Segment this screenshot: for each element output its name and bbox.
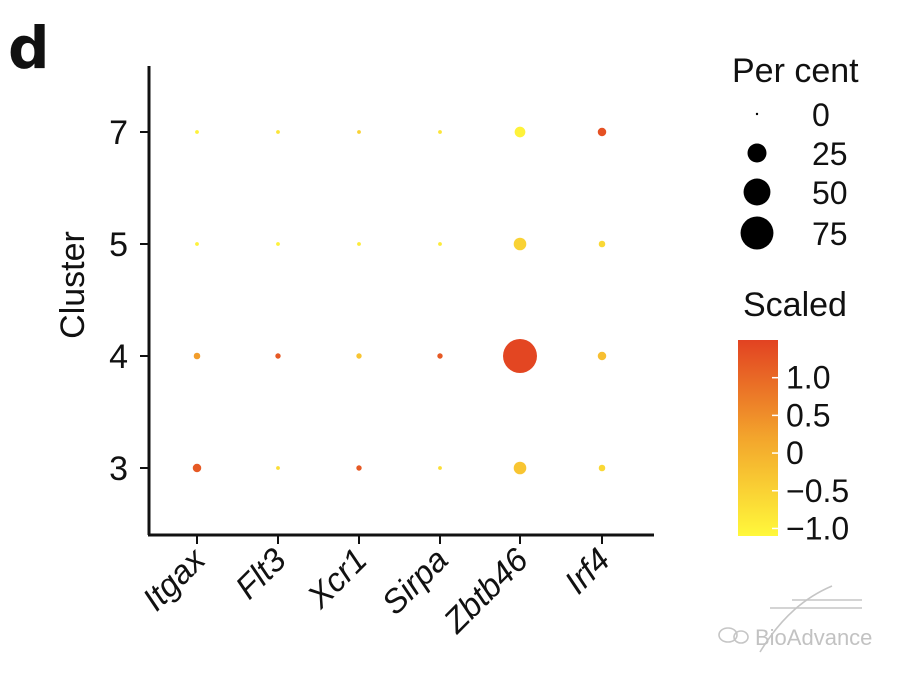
color-legend-label: 1.0 — [786, 360, 830, 396]
y-tick-label: 3 — [109, 450, 128, 488]
size-legend-title: Per cent — [732, 52, 859, 90]
dot-irf4-cluster-5 — [598, 240, 606, 248]
size-legend-dot — [740, 216, 774, 250]
x-tick-label: Zbtb46 — [435, 540, 535, 640]
size-legend-dot — [747, 143, 767, 163]
dot-flt3-cluster-7 — [276, 130, 280, 134]
dot-sirpa-cluster-5 — [438, 242, 442, 246]
dot-itgax-cluster-7 — [195, 130, 199, 134]
dot-itgax-cluster-5 — [195, 242, 199, 246]
color-legend-label: −1.0 — [786, 510, 849, 546]
dot-xcr1-cluster-7 — [357, 130, 361, 134]
dot-xcr1-cluster-4 — [356, 353, 362, 359]
size-legend-label: 25 — [812, 136, 848, 172]
watermark-logo-icon — [718, 585, 862, 653]
color-legend: 1.00.50−0.5−1.0 — [772, 360, 849, 546]
dot-flt3-cluster-4 — [275, 353, 281, 359]
dot-sirpa-cluster-4 — [437, 353, 443, 359]
size-legend-label: 0 — [812, 97, 830, 133]
color-bar — [738, 340, 778, 536]
size-legend-dot — [743, 178, 771, 206]
panel-label: d — [8, 14, 50, 82]
dot-zbtb46-cluster-7 — [514, 126, 526, 138]
size-legend-label: 75 — [812, 216, 848, 252]
dot-itgax-cluster-4 — [193, 352, 201, 360]
dot-flt3-cluster-5 — [276, 242, 280, 246]
x-tick-label: Xcr1 — [299, 541, 374, 616]
dot-irf4-cluster-7 — [597, 127, 607, 137]
dots — [192, 126, 607, 475]
watermark: BioAdvance — [718, 585, 872, 653]
dot-zbtb46-cluster-4 — [503, 339, 537, 373]
dot-irf4-cluster-3 — [598, 464, 606, 472]
dot-sirpa-cluster-7 — [438, 130, 442, 134]
x-tick-label: Flt3 — [228, 540, 294, 606]
dot-zbtb46-cluster-3 — [513, 461, 527, 475]
dot-xcr1-cluster-3 — [356, 465, 362, 471]
y-tick-label: 7 — [109, 114, 128, 152]
dot-sirpa-cluster-3 — [438, 466, 442, 470]
dot-xcr1-cluster-5 — [357, 242, 361, 246]
y-tick-label: 4 — [109, 338, 128, 376]
color-legend-label: 0.5 — [786, 397, 830, 433]
color-legend-title: Scaled — [743, 286, 847, 324]
size-legend-label: 50 — [812, 175, 848, 211]
watermark-text: BioAdvance — [755, 625, 872, 650]
y-tick-label: 5 — [109, 226, 128, 264]
dot-zbtb46-cluster-5 — [513, 237, 527, 251]
y-ticks: 7 5 4 3 — [109, 114, 149, 488]
x-tick-label: Itgax — [135, 540, 213, 618]
x-tick-label: Irf4 — [557, 541, 617, 601]
dot-irf4-cluster-4 — [597, 351, 607, 361]
y-axis-title: Cluster — [54, 231, 92, 339]
dot-itgax-cluster-3 — [192, 463, 202, 473]
dot-flt3-cluster-3 — [276, 466, 280, 470]
size-legend-dot — [755, 112, 759, 116]
color-legend-label: 0 — [786, 435, 804, 471]
color-legend-label: −0.5 — [786, 473, 849, 509]
